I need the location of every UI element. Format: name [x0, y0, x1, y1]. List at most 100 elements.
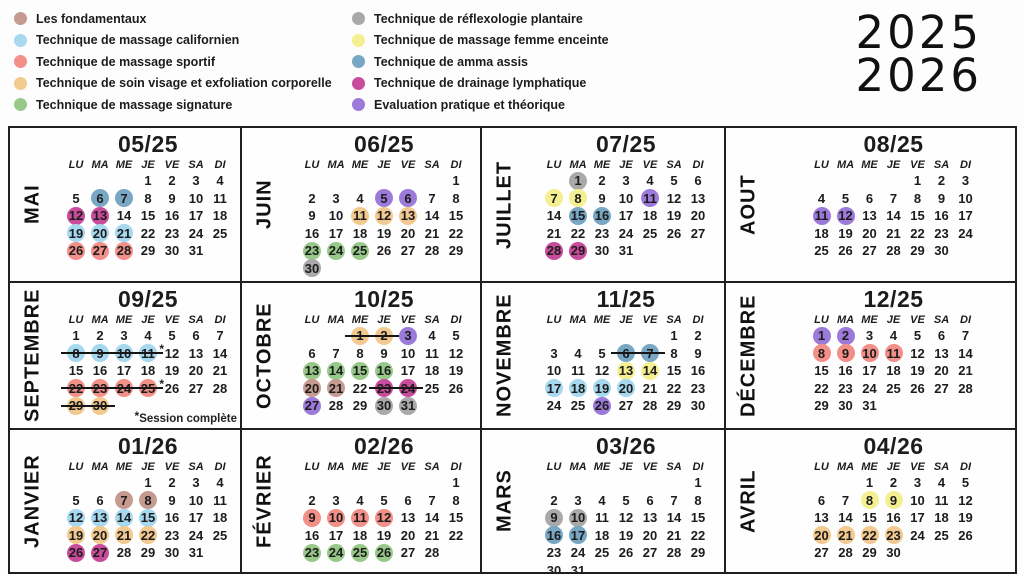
day-number: 4 — [574, 345, 582, 361]
year-bottom: 2026 — [855, 48, 982, 102]
day-number: 3 — [622, 173, 630, 189]
day-number: 2 — [694, 328, 702, 344]
day-cell-07-25-11: 11 — [638, 189, 662, 208]
day-number: 18 — [352, 225, 368, 241]
day-number: 22 — [690, 527, 706, 543]
day-cell-09-25-3: 3 — [112, 327, 136, 345]
legend-item-drainage: Technique de drainage lymphatique — [352, 75, 609, 92]
month-code-02-26: 02/26 — [353, 433, 415, 459]
day-blank — [324, 474, 348, 492]
day-cell-02-26-13: 13 — [396, 509, 420, 527]
day-number: 3 — [332, 492, 340, 508]
day-number: 19 — [958, 510, 973, 526]
day-cell-09-25-5: 5 — [160, 327, 184, 345]
days-grid-06-25: 1 2 3 4 5 6 7 8 9 10 11 12 13 14 15 16 17 18 19 20 21 22 23 24 2… — [300, 172, 468, 278]
day-number: 1 — [144, 475, 152, 491]
day-cell-06-25-24: 24 — [324, 241, 348, 260]
day-number: 4 — [889, 328, 898, 344]
day-cell-01-26-25: 25 — [208, 527, 232, 545]
month-code-07-25: 07/25 — [595, 131, 657, 157]
day-number: 16 — [934, 208, 949, 224]
weekday-label: DI — [960, 159, 971, 171]
day-cell-11-25-4: 4 — [566, 345, 590, 363]
day-cell-02-26-27: 27 — [396, 544, 420, 562]
day-cell-03-26-13: 13 — [638, 509, 662, 527]
day-blank — [300, 172, 324, 190]
day-number: 7 — [961, 328, 970, 344]
day-number: 16 — [164, 208, 180, 224]
day-cell-06-25-5: 5 — [372, 189, 396, 208]
day-blank — [662, 474, 686, 492]
day-number: 11 — [934, 492, 949, 508]
day-cell-09-25-22: 22 — [61, 379, 91, 398]
month-name-05-25: MAI — [21, 184, 44, 225]
day-highlight-drainage: 28 — [545, 241, 563, 260]
day-cell-02-26-9: 9 — [300, 508, 324, 527]
day-cell-02-26-6: 6 — [396, 492, 420, 510]
day-blank — [396, 474, 420, 492]
day-cell-05-25-11: 11 — [208, 190, 232, 208]
day-blank — [542, 474, 566, 492]
day-cell-08-25-9: 9 — [930, 190, 954, 208]
day-number: 27 — [934, 380, 949, 396]
day-cell-12-25-10: 10 — [858, 344, 882, 363]
day-cell-08-25-2: 2 — [930, 172, 954, 190]
day-blank — [372, 172, 396, 190]
day-highlight-drainage: 13 — [91, 206, 109, 225]
day-cell-04-26-27: 27 — [810, 544, 834, 562]
day-number: 26 — [838, 243, 853, 259]
day-number: 12 — [594, 363, 610, 379]
day-cell-09-25-6: 6 — [184, 327, 208, 345]
day-cell-08-25-28: 28 — [882, 242, 906, 260]
day-highlight-amma: 16 — [593, 206, 611, 225]
day-number: 30 — [886, 545, 901, 561]
day-number: 6 — [817, 492, 826, 508]
day-cell-03-26-24: 24 — [566, 544, 590, 562]
day-highlight-soin_visage: 23 — [884, 526, 903, 545]
legend-dot-soin_visage-icon — [14, 76, 27, 90]
legend-item-femme_enceinte: Technique de massage femme enceinte — [352, 32, 609, 49]
legend-label-californien: Technique de massage californien — [36, 33, 240, 47]
legend-label-fondamentaux: Les fondamentaux — [36, 11, 147, 26]
day-highlight-soin_visage: 1 — [351, 326, 369, 345]
day-number: 24 — [188, 225, 204, 241]
day-cell-11-25-16: 16 — [686, 362, 710, 380]
day-cell-11-25-7: 7 — [635, 344, 665, 363]
day-number: 15 — [666, 363, 682, 379]
month-name-09-25: SEPTEMBRE — [21, 288, 44, 423]
weekday-label: DI — [450, 314, 462, 326]
day-cell-11-25-12: 12 — [590, 362, 614, 380]
day-number: 3 — [120, 328, 128, 344]
day-cell-03-26-26: 26 — [614, 544, 638, 562]
month-cell-10-25: OCTOBRE 10/25 LU MA ME JE VE SA DI 1 2 3 4 5 6 7 8 9 10 11 1… — [242, 283, 482, 430]
day-highlight-soin_visage: 22 — [139, 526, 157, 545]
weekday-header-row: LU MA ME JE VE SA DI — [810, 314, 978, 326]
day-number: 12 — [448, 345, 464, 361]
day-number: 22 — [448, 527, 464, 543]
day-number: 17 — [328, 225, 344, 241]
day-cell-07-25-20: 20 — [686, 207, 710, 225]
day-highlight-fondamentaux: 21 — [327, 379, 345, 398]
day-number: 28 — [116, 545, 132, 561]
weekday-label: SA — [933, 314, 950, 326]
day-number: 26 — [376, 243, 392, 259]
weekday-label: JE — [141, 159, 155, 171]
day-cell-11-25-1: 1 — [662, 327, 686, 345]
day-highlight-drainage: 12 — [67, 206, 85, 225]
days-grid-07-25: 1 2 3 4 5 6 7 8 9 10 11 12 13 14 15 16 17 18 19 20 21 22 23 24 2… — [542, 171, 710, 260]
day-cell-02-26-4: 4 — [348, 492, 372, 510]
day-cell-02-26-25: 25 — [348, 543, 372, 562]
day-number: 3 — [961, 173, 970, 189]
day-cell-01-26-4: 4 — [208, 474, 232, 492]
day-blank — [590, 474, 614, 492]
day-cell-08-25-1: 1 — [906, 172, 930, 190]
day-number: 18 — [212, 510, 228, 526]
day-cell-09-25-21: 21 — [208, 362, 232, 380]
day-number: 24 — [570, 545, 586, 561]
weekday-label: VE — [164, 461, 180, 473]
day-highlight-soin_visage: 20 — [812, 526, 831, 545]
day-cell-09-25-20: 20 — [184, 362, 208, 380]
weekday-label: DI — [214, 314, 226, 326]
day-cell-12-25-18: 18 — [882, 362, 906, 380]
day-number: 14 — [838, 510, 853, 526]
